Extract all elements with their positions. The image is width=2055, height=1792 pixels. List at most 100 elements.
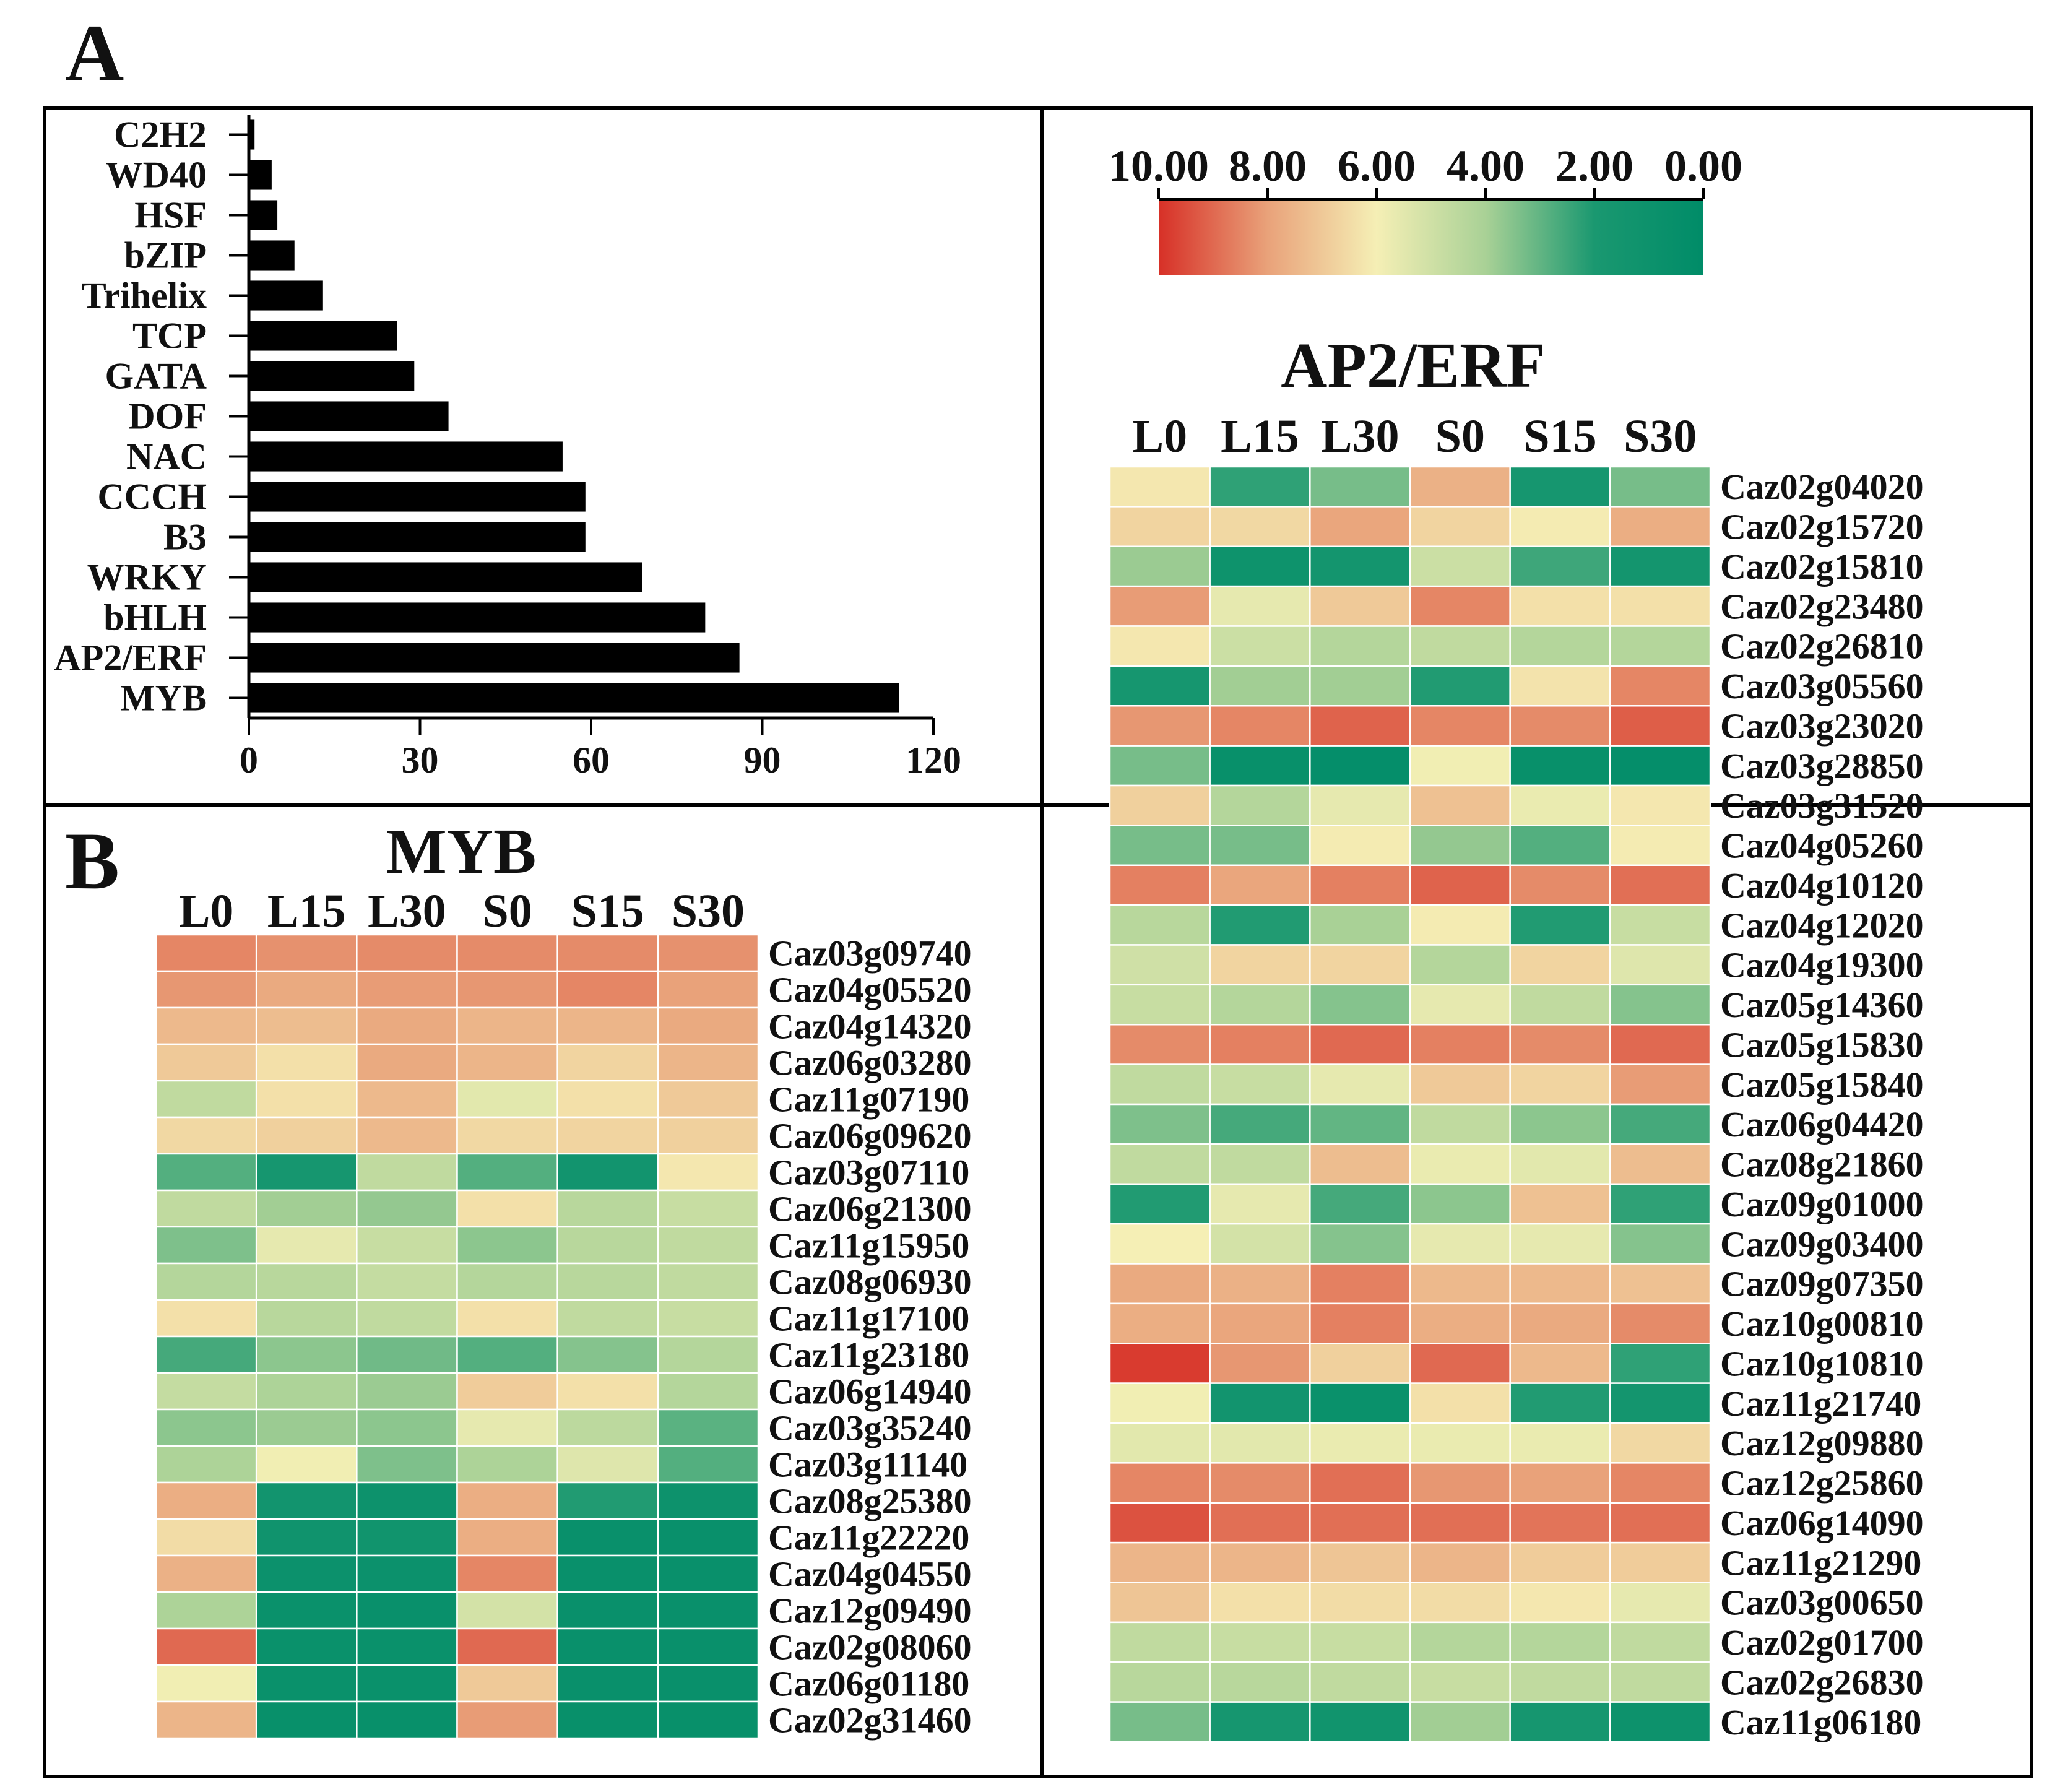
heatmap-row-label: Caz02g08060 — [768, 1627, 972, 1668]
heatmap-cell — [155, 1372, 257, 1411]
heatmap-cell — [1609, 625, 1711, 667]
panel-ap2erf-frame — [1040, 106, 2033, 1778]
heatmap-title: MYB — [386, 816, 537, 887]
heatmap-cell — [1209, 1701, 1311, 1743]
heatmap-cell — [556, 1189, 659, 1228]
heatmap-cell — [456, 1627, 558, 1666]
heatmap-cell — [556, 1445, 659, 1484]
heatmap-cell — [1309, 506, 1411, 547]
heatmap-cell — [356, 1518, 458, 1557]
x-tick-label: 30 — [402, 740, 439, 781]
heatmap-cell — [1109, 1223, 1211, 1265]
heatmap-cell — [1409, 1541, 1511, 1583]
bar — [249, 119, 255, 150]
heatmap-column-label: S15 — [1523, 410, 1596, 462]
heatmap-cell — [657, 1481, 759, 1520]
heatmap-cell — [255, 1408, 358, 1447]
heatmap-cell — [1609, 745, 1711, 787]
heatmap-row-label: Caz04g19300 — [1720, 945, 1924, 985]
legend-tick-label: 2.00 — [1555, 141, 1633, 191]
heatmap-cell — [1609, 705, 1711, 747]
heatmap-cell — [155, 1006, 257, 1045]
heatmap-cell — [1109, 1462, 1211, 1504]
heatmap-cell — [1509, 1223, 1611, 1265]
heatmap-cell — [1109, 1343, 1211, 1384]
heatmap-cell — [1209, 1024, 1311, 1065]
heatmap-cell — [1509, 665, 1611, 707]
heatmap-cell — [255, 1372, 358, 1411]
heatmap-row-label: Caz03g05560 — [1720, 666, 1924, 706]
heatmap-cell — [556, 1481, 659, 1520]
heatmap-cell — [456, 1153, 558, 1192]
heatmap-row-label: Caz03g09740 — [768, 933, 972, 974]
heatmap-cell — [556, 1043, 659, 1082]
heatmap-row-label: Caz06g09620 — [768, 1116, 972, 1156]
heatmap-cell — [1209, 1382, 1311, 1424]
heatmap-myb: MYB L0 L15 L30 S0 S15 S30 Caz03g09740Caz04g0552… — [155, 816, 972, 1741]
heatmap-cell — [1409, 1462, 1511, 1504]
heatmap-cell — [1109, 825, 1211, 866]
heatmap-cell — [456, 1116, 558, 1155]
heatmap-cell — [1109, 1541, 1211, 1583]
heatmap-cell — [1509, 1143, 1611, 1185]
heatmap-row-label: Caz08g25380 — [768, 1481, 972, 1521]
heatmap-cell — [155, 1591, 257, 1630]
heatmap-cell — [1409, 1422, 1511, 1464]
heatmap-cell — [1409, 1063, 1511, 1106]
heatmap-cell — [1109, 1143, 1211, 1185]
heatmap-cell — [1509, 1582, 1611, 1624]
heatmap-cell — [1109, 585, 1211, 627]
heatmap-cell — [1109, 1502, 1211, 1544]
heatmap-cell — [1209, 1223, 1311, 1265]
heatmap-row-label: Caz12g09490 — [768, 1591, 972, 1631]
heatmap-cell — [1109, 1103, 1211, 1145]
bar — [249, 683, 899, 713]
x-tick-label: 120 — [906, 740, 961, 781]
heatmap-cell — [1509, 784, 1611, 826]
heatmap-cell — [1609, 506, 1711, 547]
heatmap-row-label: Caz04g12020 — [1720, 905, 1924, 945]
heatmap-row-label: Caz02g26830 — [1720, 1662, 1924, 1702]
heatmap-column-label: L15 — [1221, 410, 1299, 462]
heatmap-cell — [1209, 506, 1311, 547]
heatmap-row-label: Caz06g14090 — [1720, 1503, 1924, 1543]
heatmap-cell — [356, 1627, 458, 1666]
heatmap-cell — [255, 1226, 358, 1265]
heatmap-cell — [356, 1554, 458, 1593]
heatmap-cell — [255, 1189, 358, 1228]
heatmap-cell — [155, 1043, 257, 1082]
heatmap-cell — [556, 1700, 659, 1739]
heatmap-cell — [657, 1445, 759, 1484]
heatmap-column-label: S15 — [571, 885, 644, 937]
heatmap-cell — [1209, 1302, 1311, 1344]
heatmap-cell — [1409, 1661, 1511, 1703]
heatmap-cell — [1209, 465, 1311, 508]
heatmap-cell — [1309, 1183, 1411, 1225]
heatmap-cell — [1409, 745, 1511, 787]
heatmap-cell — [356, 1408, 458, 1447]
heatmap-row-label: Caz05g15840 — [1720, 1065, 1924, 1105]
heatmap-cell — [155, 1481, 257, 1520]
heatmap-row-label: Caz04g05260 — [1720, 826, 1924, 866]
heatmap-column-label: L30 — [1321, 410, 1400, 462]
heatmap-cell — [356, 1700, 458, 1739]
heatmap-cell — [155, 1262, 257, 1301]
heatmap-cell — [255, 1554, 358, 1593]
heatmap-cell — [1609, 1103, 1711, 1145]
heatmap-row-label: Caz09g07350 — [1720, 1264, 1924, 1304]
heatmap-cell — [556, 1627, 659, 1666]
legend-tick-label: 10.00 — [1109, 141, 1209, 191]
bar — [249, 401, 449, 431]
bar — [249, 240, 295, 271]
heatmap-cell — [1509, 1541, 1611, 1583]
x-tick-label: 0 — [240, 740, 258, 781]
heatmap-cell — [1409, 506, 1511, 547]
heatmap-cell — [1509, 944, 1611, 986]
heatmap-cell — [356, 1262, 458, 1301]
heatmap-cell — [556, 970, 659, 1009]
heatmap-cell — [657, 1006, 759, 1045]
heatmap-row-label: Caz04g04550 — [768, 1554, 972, 1595]
heatmap-cell — [1409, 705, 1511, 747]
heatmap-cell — [155, 1299, 257, 1338]
heatmap-cell — [1409, 1382, 1511, 1424]
